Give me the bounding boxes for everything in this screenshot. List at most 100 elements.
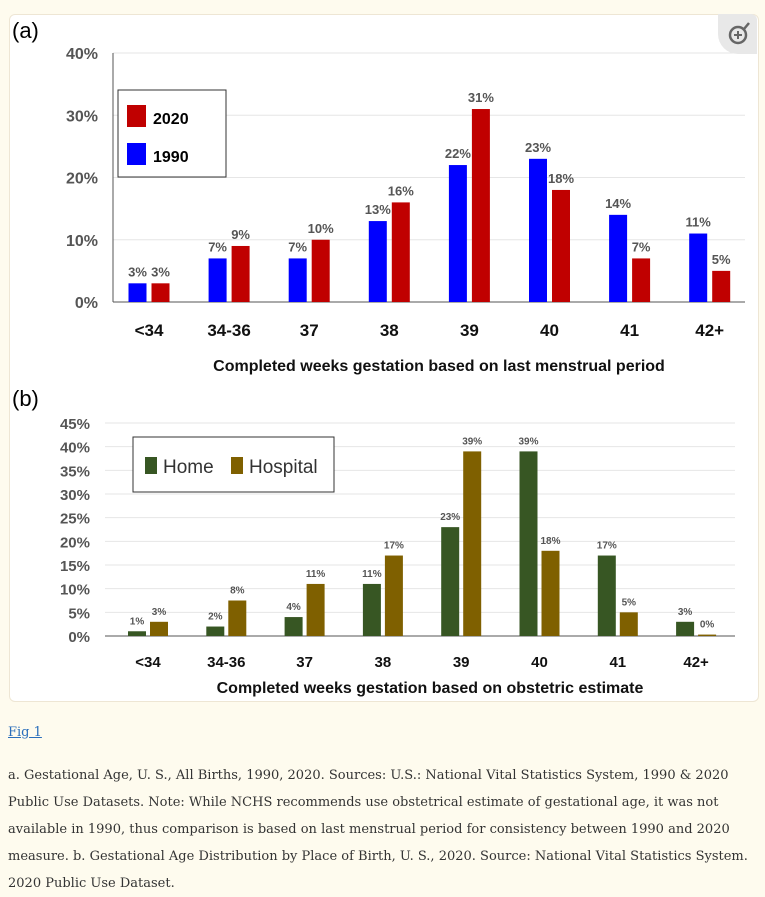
x-tick-label: 41 [609, 654, 626, 671]
data-label: 3% [128, 264, 147, 279]
y-tick-label: 15% [60, 558, 90, 575]
data-label: 2% [208, 612, 223, 623]
bar-home [441, 527, 460, 636]
x-axis-label: Completed weeks gestation based on obste… [217, 680, 644, 697]
data-label: 3% [678, 607, 693, 618]
y-tick-label: 20% [66, 171, 98, 188]
y-tick-label: 0% [75, 295, 98, 312]
data-label: 5% [622, 597, 637, 608]
data-label: 17% [597, 541, 617, 552]
legend-label: Home [163, 457, 214, 478]
bar-home [362, 583, 381, 636]
data-label: 9% [231, 227, 250, 242]
figure-link[interactable]: Fig 1 [8, 725, 42, 740]
data-label: 14% [605, 196, 631, 211]
bar-hospital [541, 550, 560, 636]
y-tick-label: 5% [68, 605, 90, 622]
legend-swatch [127, 143, 146, 165]
panel-label: (b) [12, 386, 39, 411]
bar-hospital [619, 612, 638, 636]
x-tick-label: 34-36 [207, 321, 250, 340]
data-label: 18% [548, 171, 574, 186]
bar-hospital [150, 621, 168, 636]
x-axis-label: Completed weeks gestation based on last … [213, 358, 665, 375]
x-tick-label: 41 [620, 321, 639, 340]
legend-label: 1990 [153, 149, 189, 166]
y-tick-label: 30% [66, 108, 98, 125]
data-label: 7% [632, 239, 651, 254]
magnifier-plus-icon [728, 22, 750, 45]
data-label: 31% [468, 90, 494, 105]
data-label: 13% [365, 202, 391, 217]
data-label: 5% [712, 252, 731, 267]
x-tick-label: 34-36 [207, 654, 245, 671]
legend-swatch [145, 457, 157, 474]
data-label: 8% [230, 586, 245, 597]
bar-1990 [288, 258, 307, 302]
bar-hospital [384, 555, 403, 636]
x-tick-label: 38 [380, 321, 399, 340]
x-tick-label: 39 [453, 654, 470, 671]
bar-2020 [632, 258, 651, 302]
bar-2020 [552, 189, 570, 302]
bar-hospital [698, 634, 717, 636]
bar-hospital [228, 600, 247, 636]
y-tick-label: 10% [66, 233, 98, 250]
bar-2020 [151, 283, 170, 302]
y-tick-label: 40% [66, 46, 98, 63]
bar-2020 [391, 202, 410, 302]
bar-hospital [463, 451, 482, 636]
data-label: 1% [130, 616, 145, 627]
zoom-button[interactable] [718, 14, 757, 54]
legend-label: Hospital [249, 457, 318, 478]
legend-label: 2020 [153, 111, 189, 128]
y-tick-label: 40% [60, 440, 90, 457]
y-tick-label: 35% [60, 463, 90, 480]
bar-home [676, 621, 695, 636]
bar-home [597, 555, 616, 636]
bar-home [206, 626, 225, 636]
x-tick-label: 39 [460, 321, 479, 340]
bar-2020 [231, 245, 250, 302]
bar-1990 [448, 165, 467, 302]
panel-label: (a) [12, 18, 39, 43]
data-label: 39% [462, 436, 482, 447]
bar-1990 [529, 158, 547, 302]
data-label: 17% [384, 541, 404, 552]
data-label: 3% [151, 264, 170, 279]
x-tick-label: 40 [531, 654, 548, 671]
data-label: 16% [388, 183, 414, 198]
bar-2020 [471, 109, 490, 303]
data-label: 22% [445, 146, 471, 161]
data-label: 39% [518, 436, 538, 447]
data-label: 10% [308, 221, 334, 236]
data-label: 0% [700, 620, 715, 631]
data-label: 11% [686, 215, 712, 230]
figure-caption: a. Gestational Age, U. S., All Births, 1… [8, 768, 748, 891]
bar-hospital [306, 583, 325, 636]
y-tick-label: 45% [60, 416, 90, 433]
x-tick-label: <34 [135, 321, 164, 340]
x-tick-label: 38 [375, 654, 392, 671]
data-label: 7% [208, 239, 227, 254]
y-tick-label: 25% [60, 511, 90, 528]
x-tick-label: 37 [296, 654, 313, 671]
bar-2020 [311, 239, 330, 302]
legend-swatch [231, 457, 243, 474]
data-label: 18% [540, 536, 560, 547]
data-label: 23% [440, 512, 460, 523]
y-tick-label: 30% [60, 487, 90, 504]
y-tick-label: 0% [68, 629, 90, 646]
data-label: 23% [525, 140, 551, 155]
bar-1990 [689, 233, 708, 302]
data-label: 3% [152, 607, 167, 618]
y-tick-label: 20% [60, 534, 90, 551]
bar-home [128, 631, 146, 636]
legend-swatch [127, 105, 146, 127]
data-label: 4% [286, 602, 301, 613]
bar-1990 [368, 221, 387, 302]
data-label: 7% [288, 239, 307, 254]
bar-home [284, 617, 303, 636]
figure-charts: (a)0%10%20%30%40%<343% 3%34-367%9%377%10%… [12, 18, 745, 697]
bar-1990 [609, 214, 628, 302]
